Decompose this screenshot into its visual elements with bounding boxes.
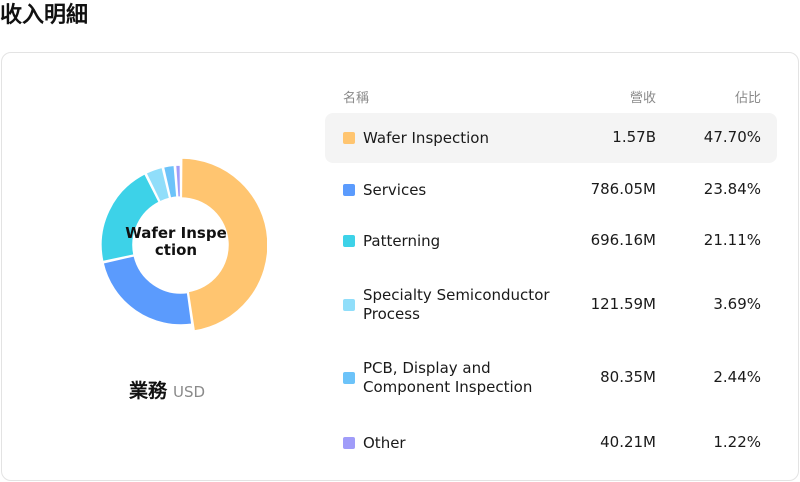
row-share: 1.22%	[713, 433, 761, 451]
row-name: Services	[363, 180, 427, 199]
donut-slice[interactable]	[180, 157, 267, 332]
row-share: 23.84%	[703, 180, 761, 198]
row-name: Wafer Inspection	[363, 128, 489, 147]
donut-slice[interactable]	[100, 172, 161, 263]
donut-slice[interactable]	[102, 254, 193, 326]
table-body: Wafer Inspection 1.57B 47.70% Services 786.0…	[325, 113, 777, 472]
row-name: Patterning	[363, 231, 441, 250]
table-row[interactable]: Wafer Inspection 1.57B 47.70%	[325, 113, 777, 163]
row-revenue: 786.05M	[590, 180, 656, 198]
donut-slice[interactable]	[162, 164, 178, 200]
row-share: 2.44%	[713, 368, 761, 386]
donut-center-label: Wafer Inspection	[125, 224, 227, 259]
legend-swatch	[343, 437, 355, 449]
currency-label: USD	[172, 383, 206, 401]
row-name: PCB, Display and Component Inspection	[363, 359, 533, 396]
row-share: 3.69%	[713, 295, 761, 313]
donut-chart-svg	[100, 157, 267, 332]
donut-slice[interactable]	[144, 166, 171, 203]
table-row[interactable]: Specialty Semiconductor Process 121.59M 3.…	[325, 268, 777, 342]
row-revenue: 121.59M	[590, 295, 656, 313]
legend-swatch	[343, 235, 355, 247]
table-row[interactable]: Other 40.21M 1.22%	[325, 414, 777, 472]
segment-name: 業務	[128, 380, 167, 402]
legend-swatch	[343, 372, 355, 384]
row-share: 47.70%	[703, 128, 761, 146]
row-revenue: 40.21M	[600, 433, 656, 451]
revenue-breakdown-card: Wafer Inspection 業務 USD 名稱 營收 佔比 Wafer In…	[1, 52, 799, 481]
row-revenue: 1.57B	[612, 128, 656, 146]
segment-caption: 業務 USD	[42, 376, 292, 403]
legend-swatch	[343, 184, 355, 196]
header-revenue: 營收	[629, 91, 656, 106]
row-name: Specialty Semiconductor Process	[363, 286, 550, 323]
table-row[interactable]: Patterning 696.16M 21.11%	[325, 217, 777, 265]
row-name: Other	[363, 433, 406, 452]
page-title: 收入明細	[0, 3, 89, 28]
legend-swatch	[343, 299, 355, 311]
donut-slice[interactable]	[174, 164, 182, 198]
row-share: 21.11%	[703, 231, 761, 249]
donut-chart: Wafer Inspection	[95, 155, 267, 335]
table-row[interactable]: Services 786.05M 23.84%	[325, 166, 777, 214]
header-share: 佔比	[734, 91, 761, 106]
row-revenue: 696.16M	[590, 231, 656, 249]
table-header: 名稱 營收 佔比	[325, 83, 777, 113]
legend-swatch	[343, 132, 355, 144]
revenue-table: 名稱 營收 佔比 Wafer Inspection 1.57B 47.70% Serv…	[325, 83, 777, 472]
row-revenue: 80.35M	[600, 368, 656, 386]
table-row[interactable]: PCB, Display and Component Inspection 80.…	[325, 345, 777, 411]
header-name: 名稱	[343, 91, 370, 106]
